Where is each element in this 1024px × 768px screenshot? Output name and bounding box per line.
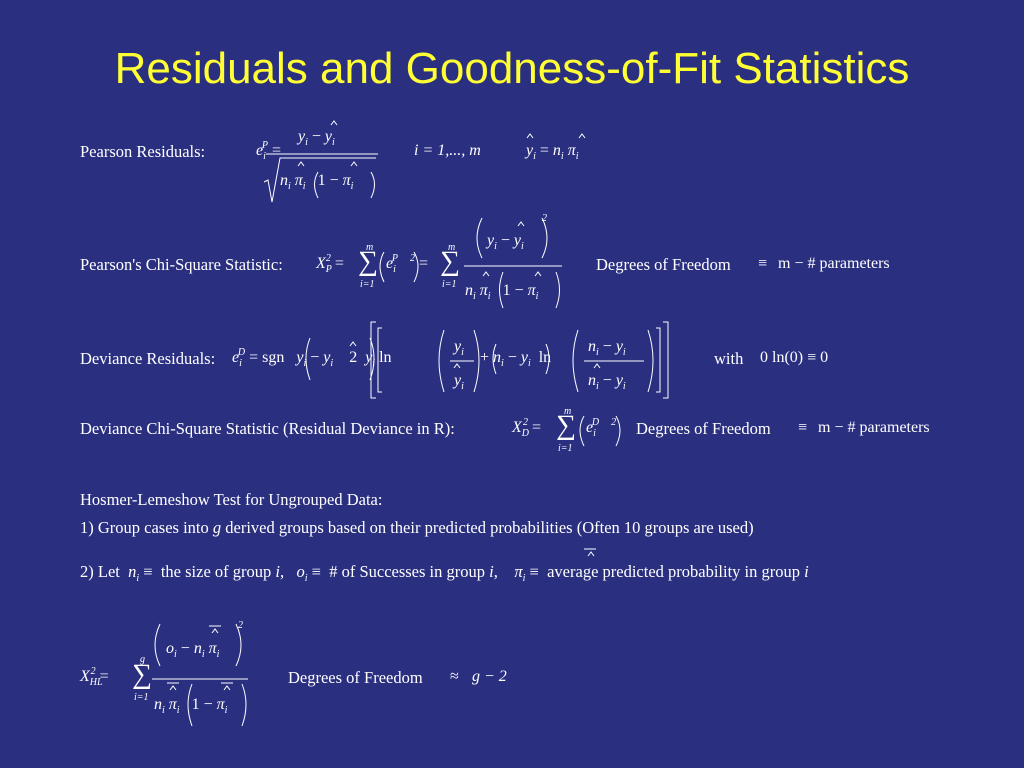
deviance-sum-upper: m: [564, 406, 572, 417]
deviance-df-label: Degrees of Freedom: [636, 419, 771, 438]
pearson-chi-square-hats: [482, 221, 542, 277]
pearson-chi-square-numerator-parens: [476, 217, 548, 259]
hosmer-lemeshow-sum: ∑: [132, 659, 152, 690]
hosmer-lemeshow-numerator-parens: [154, 623, 242, 667]
fitted-value-hats: [526, 133, 586, 139]
pearson-sum-2-upper: m: [448, 242, 456, 253]
deviance-log-fraction-2: ni − yi: [588, 338, 626, 358]
pearson-sum-2-lower: i=1: [442, 279, 457, 290]
deviance-sqrt-brackets: [370, 321, 669, 399]
hosmer-lemeshow-sum-upper: g: [140, 654, 145, 665]
hosmer-lemeshow-lhs: XHL2 =: [80, 666, 109, 688]
deviance-second-term: + ni − yi ln: [480, 349, 552, 369]
deviance-df-value: m − # parameters: [818, 419, 930, 436]
pearson-chi-square-denominator-parens: [499, 271, 560, 309]
pearson-residual-denominator-parens: [314, 171, 375, 199]
pearson-chi-square-denominator: ni πi 1 − πi: [465, 282, 539, 302]
deviance-log-fraction-1-parens: [438, 329, 480, 393]
deviance-convention: 0 ln(0) ≡ 0: [760, 349, 829, 366]
hosmer-lemeshow-numerator: oi − ni πi: [166, 640, 220, 660]
deviance-second-term-parens: [492, 343, 550, 375]
pearson-sum-1-upper: m: [366, 242, 374, 253]
pearson-chi-square-numerator-power: 2: [542, 213, 547, 224]
pearson-residual-numerator: yi − yi: [298, 128, 335, 148]
deviance-chi-square-lhs: XD2 =: [512, 417, 542, 439]
hosmer-lemeshow-df-label: Degrees of Freedom: [288, 668, 423, 687]
hosmer-lemeshow-denominator-pi-bar: [167, 682, 233, 691]
pearson-residuals-label: Pearson Residuals:: [80, 142, 206, 161]
hosmer-lemeshow-sum-lower: i=1: [134, 692, 149, 703]
deviance-sum-term-parens: [579, 415, 621, 447]
step2-pi-bar-hat: [584, 548, 596, 557]
pearson-df-value: m − # parameters: [778, 255, 890, 272]
deviance-sum-term: eiD 2: [586, 417, 617, 439]
deviance-residuals-label: Deviance Residuals:: [80, 349, 216, 368]
deviance-log-fraction-1: yi: [454, 338, 464, 358]
deviance-log-fraction-1-denominator: yi: [454, 372, 464, 392]
deviance-with-label: with: [714, 349, 744, 368]
deviance-sum-lower: i=1: [558, 443, 573, 454]
deviance-log-fraction-2-denominator: ni − yi: [588, 372, 626, 392]
pearson-sum-2: ∑: [440, 246, 460, 277]
pearson-residual-lhs: eiP =: [256, 140, 282, 162]
pearson-residual-hat: [330, 120, 338, 126]
pearson-residual-denominator-hats: [297, 161, 358, 167]
hosmer-lemeshow-denominator: ni πi 1 − πi: [154, 696, 228, 716]
deviance-chi-square-label: Deviance Chi-Square Statistic (Residual …: [80, 419, 455, 438]
pearson-df-label: Degrees of Freedom: [596, 255, 731, 274]
hosmer-lemeshow-denominator-parens: [187, 683, 247, 727]
pearson-chi-square-parens: [379, 251, 419, 283]
pearson-chi-square-label: Pearson's Chi-Square Statistic:: [80, 255, 283, 274]
deviance-df-equiv: ≡: [798, 419, 808, 436]
pearson-residual-index: i = 1,..., m: [414, 142, 481, 159]
pearson-residual-radical: [263, 157, 376, 203]
deviance-hats: [349, 341, 601, 369]
hosmer-lemeshow-numerator-pi-bar: [209, 625, 221, 634]
hosmer-lemeshow-heading: Hosmer-Lemeshow Test for Ungrouped Data:: [80, 490, 383, 509]
hosmer-lemeshow-df-value: g − 2: [472, 668, 507, 685]
pearson-chi-square-numerator: yi − yi: [487, 232, 524, 252]
hosmer-lemeshow-step-1: 1) Group cases into g derived groups bas…: [80, 518, 754, 537]
deviance-inner-brackets: [377, 327, 661, 393]
fitted-value-definition: yi = ni πi: [526, 142, 579, 162]
pearson-sum-1-term: eiP 2 =: [386, 253, 429, 275]
deviance-sgn-parens: [305, 337, 375, 381]
pearson-df-equiv: ≡: [758, 255, 768, 272]
pearson-chi-square-lhs: XP2 =: [316, 253, 344, 275]
hosmer-lemeshow-df-approx: ≈: [450, 668, 459, 685]
pearson-sum-1: ∑: [358, 246, 378, 277]
page-title: Residuals and Goodness-of-Fit Statistics: [114, 44, 910, 93]
deviance-sum: ∑: [556, 410, 576, 441]
hosmer-lemeshow-step-2: 2) Let ni ≡ the size of group i, oi ≡ # …: [80, 562, 809, 584]
pearson-sum-1-lower: i=1: [360, 279, 375, 290]
pearson-residual-denominator: ni πi 1 − πi: [280, 172, 354, 192]
hosmer-lemeshow-numerator-power: 2: [238, 620, 243, 631]
deviance-log-fraction-2-parens: [572, 329, 654, 393]
